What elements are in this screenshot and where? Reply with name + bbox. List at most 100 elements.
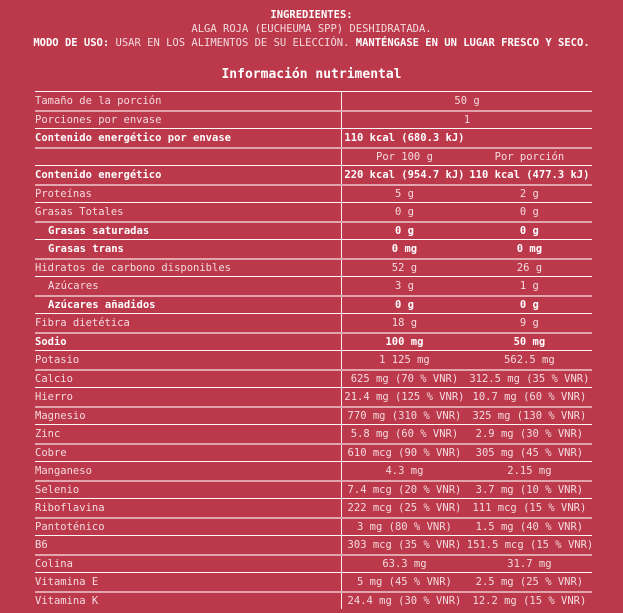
value-per-portion: 111 mcg (15 % VNR) (466, 498, 592, 518)
table-row: B6 303 mcg (35 % VNR) 151.5 mcg (15 % VNR) (35, 535, 593, 555)
value-per-portion: 305 mg (45 % VNR) (466, 442, 592, 462)
value-per-100g: 610 mcg (90 % VNR) (341, 442, 467, 462)
value-per-100g: 3 mg (80 % VNR) (341, 516, 467, 536)
row-label: Grasas Totales (35, 202, 343, 222)
value-per-100g: 7.4 mcg (20 % VNR) (341, 479, 467, 499)
row-label: Sodio (35, 331, 343, 351)
row-label: Colina (35, 553, 343, 573)
column-header-per100: Por 100 g (341, 146, 467, 166)
value-per-portion: 2 g (466, 183, 592, 203)
value-per-100g: 63.3 mg (341, 553, 467, 573)
value-per-portion: 0 g (466, 220, 592, 240)
row-label: Contenido energético por envase (35, 128, 343, 148)
row-label: Vitamina E (35, 572, 343, 592)
row-label: B6 (35, 535, 343, 555)
value-per-100g: 4.3 mg (341, 461, 467, 481)
ingredients-text: ALGA ROJA (EUCHEUMA SPP) DESHIDRATADA. (191, 23, 432, 35)
table-row: Selenio 7.4 mcg (20 % VNR) 3.7 mg (10 % VN… (35, 479, 592, 499)
value-per-100g: 303 mcg (35 % VNR) (341, 535, 467, 555)
value-per-100g: 770 mg (310 % VNR) (341, 405, 467, 425)
value-per-portion: 31.7 mg (466, 553, 592, 573)
table-row: Hidratos de carbono disponibles 52 g 26 g (35, 257, 592, 277)
value-per-portion: 325 mg (130 % VNR) (466, 405, 592, 425)
value-per-portion: 3.7 mg (10 % VNR) (466, 479, 592, 499)
row-label: Hidratos de carbono disponibles (35, 257, 343, 277)
column-header-portion: Por porción (466, 146, 592, 166)
value-per-100g: 18 g (341, 313, 467, 333)
value-per-100g: 0 g (341, 294, 467, 314)
usage-line: MODO DE USO: USAR EN LOS ALIMENTOS DE SU… (0, 37, 623, 49)
row-label: Magnesio (35, 405, 343, 425)
value-per-100g: 1 125 mg (341, 350, 467, 370)
row-label: Manganeso (35, 461, 343, 481)
row-value: 50 g (341, 91, 592, 111)
value-per-portion: 9 g (466, 313, 592, 333)
row-label: Vitamina K (35, 590, 343, 609)
value-per-100g: 5 mg (45 % VNR) (341, 572, 467, 592)
row-label: Zinc (35, 424, 343, 444)
table-row: Pantoténico 3 mg (80 % VNR) 1.5 mg (40 % V… (35, 516, 592, 536)
table-row: Riboflavina 222 mcg (25 % VNR) 111 mcg (15… (35, 498, 592, 518)
value-per-portion: 0 g (466, 294, 592, 314)
table-row: Vitamina K 24.4 mg (30 % VNR) 12.2 mg (15 … (35, 590, 592, 609)
value-per-portion: 2.9 mg (30 % VNR) (466, 424, 592, 444)
usage-label: MODO DE USO: (33, 37, 110, 49)
row-value: 1 (341, 109, 592, 129)
table-row: Grasas trans 0 mg 0 mg (35, 239, 592, 259)
row-label: Grasas trans (35, 239, 343, 259)
nutrition-table: Tamaño de la porción 50 g Porciones por … (35, 91, 593, 609)
table-row: Colina 63.3 mg 31.7 mg (35, 553, 592, 573)
value-per-100g: 222 mcg (25 % VNR) (341, 498, 467, 518)
storage-warning: MANTÉNGASE EN UN LUGAR FRESCO Y SECO. (355, 37, 590, 49)
value-per-portion: 110 kcal (477.3 kJ) (466, 165, 592, 185)
value-per-portion: 26 g (466, 257, 592, 277)
nutrition-title: Información nutrimental (221, 67, 402, 82)
table-row: Manganeso 4.3 mg 2.15 mg (35, 461, 592, 481)
value-per-portion: 12.2 mg (15 % VNR) (466, 590, 592, 609)
row-label: Selenio (35, 479, 343, 499)
value-per-100g: 625 mg (70 % VNR) (341, 368, 467, 388)
value-per-100g: 220 kcal (954.7 kJ) (341, 165, 467, 185)
table-row: Magnesio 770 mg (310 % VNR) 325 mg (130 % … (35, 405, 592, 425)
value-per-portion: 151.5 mcg (15 % VNR) (466, 535, 593, 555)
value-per-portion: 50 mg (466, 331, 592, 351)
row-label: Pantoténico (35, 516, 343, 536)
value-per-portion: 0 g (466, 202, 592, 222)
value-per-100g: 24.4 mg (30 % VNR) (341, 590, 467, 609)
ingredients-label: INGREDIENTES: (270, 9, 353, 21)
row-label: Contenido energético (35, 165, 343, 185)
row-label: Azúcares (35, 276, 343, 296)
value-per-100g: 5.8 mg (60 % VNR) (341, 424, 467, 444)
table-row: Porciones por envase 1 (35, 109, 592, 129)
table-row: Tamaño de la porción 50 g (35, 91, 592, 111)
value-per-portion: 1 g (466, 276, 592, 296)
value-per-100g: 52 g (341, 257, 467, 277)
row-label: Hierro (35, 387, 343, 407)
row-label: Calcio (35, 368, 343, 388)
table-row: Sodio 100 mg 50 mg (35, 331, 592, 351)
value-per-portion: 10.7 mg (60 % VNR) (466, 387, 592, 407)
row-label: Proteínas (35, 183, 343, 203)
row-label: Porciones por envase (35, 109, 343, 129)
row-value: 110 kcal (680.3 kJ) (341, 128, 467, 148)
value-per-portion: 0 mg (466, 239, 592, 259)
value-per-100g: 0 g (341, 202, 467, 222)
value-per-100g: 100 mg (341, 331, 467, 351)
row-label: Fibra dietética (35, 313, 343, 333)
table-row: Hierro 21.4 mg (125 % VNR) 10.7 mg (60 % V… (35, 387, 592, 407)
value-per-100g: 5 g (341, 183, 467, 203)
table-row: Calcio 625 mg (70 % VNR) 312.5 mg (35 % VN… (35, 368, 592, 388)
row-label: Cobre (35, 442, 343, 462)
usage-text: USAR EN LOS ALIMENTOS DE SU ELECCIÓN. (109, 37, 356, 49)
row-label: Grasas saturadas (35, 220, 343, 240)
value-per-100g: 21.4 mg (125 % VNR) (341, 387, 467, 407)
row-label: Potasio (35, 350, 343, 370)
value-per-portion: 2.5 mg (25 % VNR) (466, 572, 592, 592)
table-row: Contenido energético por envase 110 kcal… (35, 128, 592, 148)
